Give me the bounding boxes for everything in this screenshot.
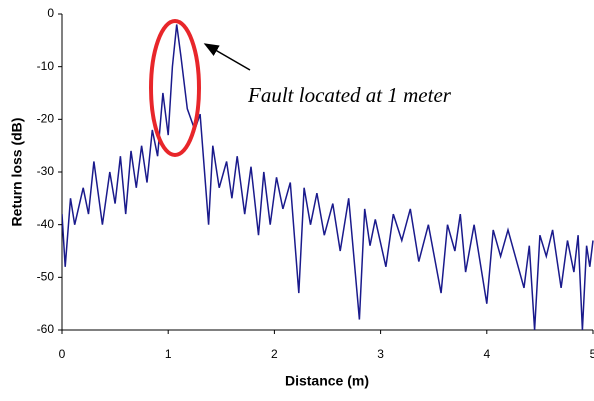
y-tick-label: -60 bbox=[37, 322, 55, 336]
arrow bbox=[203, 43, 251, 71]
x-tick-label: 3 bbox=[377, 347, 384, 361]
x-tick-label: 2 bbox=[271, 347, 278, 361]
y-tick-label: -40 bbox=[37, 217, 55, 231]
y-tick-label: -10 bbox=[37, 59, 55, 73]
y-tick-label: -20 bbox=[37, 112, 55, 126]
y-axis-label: Return loss (dB) bbox=[9, 118, 25, 227]
plot-area: 0 -10 -20 -30 -40 -50 -60 0 1 2 3 4 5 bbox=[37, 6, 594, 361]
x-tick-label: 5 bbox=[590, 347, 594, 361]
highlight-ellipse bbox=[149, 19, 201, 157]
x-axis-label: Distance (m) bbox=[285, 373, 369, 389]
x-tick-label: 0 bbox=[59, 347, 66, 361]
x-tick-label: 1 bbox=[165, 347, 172, 361]
data-line bbox=[62, 24, 594, 331]
annotation: Fault located at 1 meter bbox=[247, 83, 452, 107]
y-tick-label: -30 bbox=[37, 164, 55, 178]
y-tick-label: 0 bbox=[47, 6, 54, 20]
y-tick-label: -50 bbox=[37, 270, 55, 284]
x-tick-label: 4 bbox=[483, 347, 490, 361]
